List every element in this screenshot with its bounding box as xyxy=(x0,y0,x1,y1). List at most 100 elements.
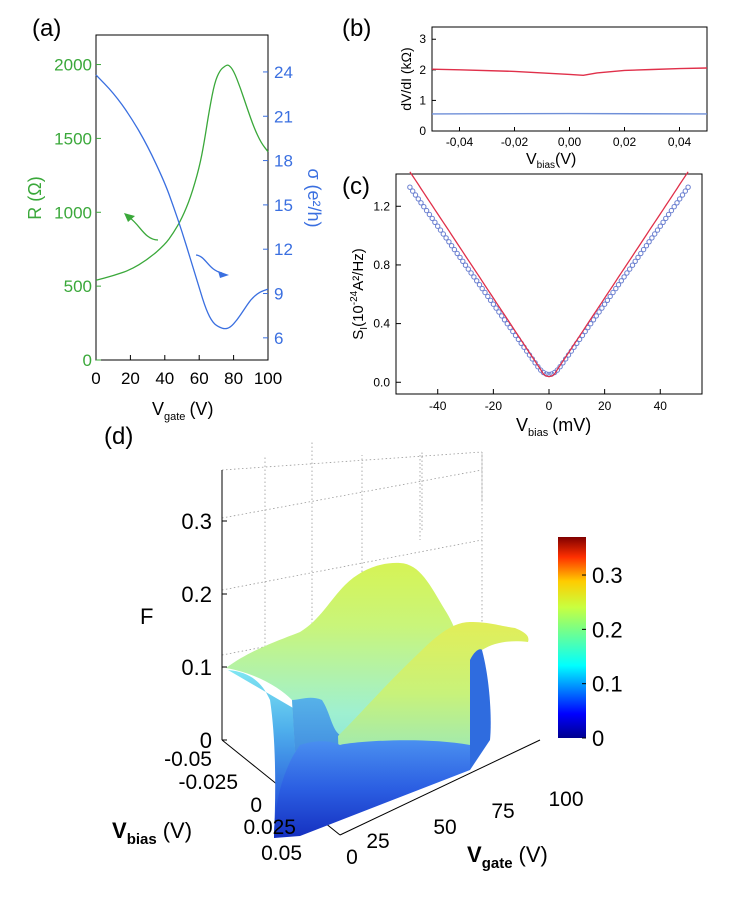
data-point xyxy=(446,239,452,245)
x-tick-label: -0,04 xyxy=(446,135,474,149)
y-tick-label: 0 xyxy=(419,124,426,138)
data-point xyxy=(596,309,602,315)
x-tick-label: 0 xyxy=(546,399,553,413)
y-tick-label: 0.8 xyxy=(373,258,390,272)
y-right-tick-label: 15 xyxy=(274,196,293,215)
data-point xyxy=(457,254,463,261)
data-point xyxy=(621,274,627,280)
data-point xyxy=(421,204,427,210)
data-point xyxy=(618,278,624,284)
panel-d-z-ticks: 0 0.1 0.2 0.3 xyxy=(181,509,227,753)
panel-a-label: (a) xyxy=(32,15,61,42)
x-tick-label: 20 xyxy=(598,399,612,413)
data-point xyxy=(682,188,688,194)
data-point xyxy=(490,301,497,307)
y-right-tick-label: 9 xyxy=(274,285,283,304)
green-arrow-left xyxy=(129,217,159,241)
x-tick-label: 20 xyxy=(121,369,140,388)
panel-d-gate-label: Vgate (V) xyxy=(467,842,548,872)
panel-d-gate-ticks: 0 25 50 75 100 xyxy=(346,788,583,869)
gate-tick-label: 25 xyxy=(366,830,389,853)
surface-right-face xyxy=(470,649,491,770)
data-point xyxy=(632,258,638,264)
panel-a-frame xyxy=(95,34,269,361)
panel-a-ylabel-right: σ (e²/h) xyxy=(304,168,324,227)
x-tick-label: 40 xyxy=(155,369,174,388)
data-point xyxy=(448,243,455,249)
data-point xyxy=(460,258,466,264)
data-point xyxy=(671,204,677,210)
data-point xyxy=(607,293,613,300)
data-point xyxy=(599,305,605,311)
data-point xyxy=(610,289,616,296)
panel-c-ticks: -40 -20 0 20 40 0.0 0.4 0.8 1.2 xyxy=(373,199,667,413)
panel-c: (c) -40 -20 0 20 40 0.0 0.4 0.8 1.2 SI(10-24A²/H… xyxy=(342,171,703,439)
y-left-tick-label: 2000 xyxy=(54,56,92,75)
data-point xyxy=(643,243,650,249)
bias-tick-label: 0 xyxy=(250,794,262,817)
data-point xyxy=(418,200,424,206)
panel-b: (b) -0,04 -0,02 0,00 0,02 0,04 0 1 2 3 dV/dI (kΩ… xyxy=(342,15,708,171)
x-tick-label: 0,00 xyxy=(558,135,582,149)
panel-c-frame xyxy=(395,173,703,395)
data-point xyxy=(668,207,675,214)
data-point xyxy=(468,270,474,276)
data-point xyxy=(462,262,469,268)
series-SI-fit-line xyxy=(409,171,689,378)
colorbar-tick-label: 0.2 xyxy=(592,617,623,642)
x-tick-label: -0,02 xyxy=(501,135,529,149)
data-point xyxy=(501,317,508,323)
data-point xyxy=(660,219,666,226)
data-point xyxy=(423,207,430,214)
data-point xyxy=(410,188,416,194)
z-tick-label: 0.3 xyxy=(181,509,212,534)
data-point xyxy=(429,215,435,222)
data-point xyxy=(493,305,499,311)
panel-b-frame xyxy=(431,26,708,132)
data-point xyxy=(415,196,421,202)
data-point xyxy=(601,301,608,307)
panel-b-label: (b) xyxy=(342,15,371,42)
panel-d-gate-axis xyxy=(339,739,541,836)
x-tick-label: -20 xyxy=(485,399,503,413)
data-point xyxy=(624,270,630,276)
panel-b-xlabel: Vbias(V) xyxy=(526,151,576,171)
data-point xyxy=(588,321,594,327)
panel-d: (d) xyxy=(104,423,623,872)
data-point xyxy=(685,184,691,190)
data-point xyxy=(654,227,661,233)
x-tick-label: -40 xyxy=(429,399,447,413)
gate-tick-label: 0 xyxy=(346,846,358,869)
data-point xyxy=(646,239,652,245)
data-point xyxy=(479,285,485,292)
data-point xyxy=(627,266,633,272)
y-tick-label: 3 xyxy=(419,32,426,46)
y-right-tick-label: 12 xyxy=(274,240,293,259)
blue-arrowhead xyxy=(218,271,229,278)
data-point xyxy=(471,274,477,280)
gate-tick-label: 50 xyxy=(433,816,456,839)
data-point xyxy=(437,227,444,233)
data-point xyxy=(451,246,458,253)
z-tick-label: 0 xyxy=(200,728,212,753)
panel-d-bias-label: Vbias (V) xyxy=(112,818,192,848)
y-left-tick-label: 1500 xyxy=(54,129,92,148)
data-point xyxy=(496,309,502,315)
panel-c-ylabel: SI(10-24A²/Hz) xyxy=(349,248,370,339)
data-point xyxy=(407,184,413,190)
colorbar-ticks: 0 0.1 0.2 0.3 xyxy=(582,563,623,751)
surface-front-face xyxy=(274,740,470,838)
y-right-tick-label: 21 xyxy=(274,107,293,126)
series-sigma-line xyxy=(95,74,269,330)
x-tick-label: 100 xyxy=(254,369,282,388)
data-point xyxy=(474,278,480,284)
data-point xyxy=(435,223,441,229)
panel-a-ylabel-left: R (Ω) xyxy=(25,176,45,219)
panel-b-ticks: -0,04 -0,02 0,00 0,02 0,04 0 1 2 3 xyxy=(419,32,691,149)
data-point xyxy=(629,262,636,268)
y-left-tick-label: 1000 xyxy=(54,203,92,222)
data-point xyxy=(454,250,460,257)
panel-d-zlabel: F xyxy=(140,604,153,629)
panel-a-xlabel: Vgate (V) xyxy=(152,399,213,423)
